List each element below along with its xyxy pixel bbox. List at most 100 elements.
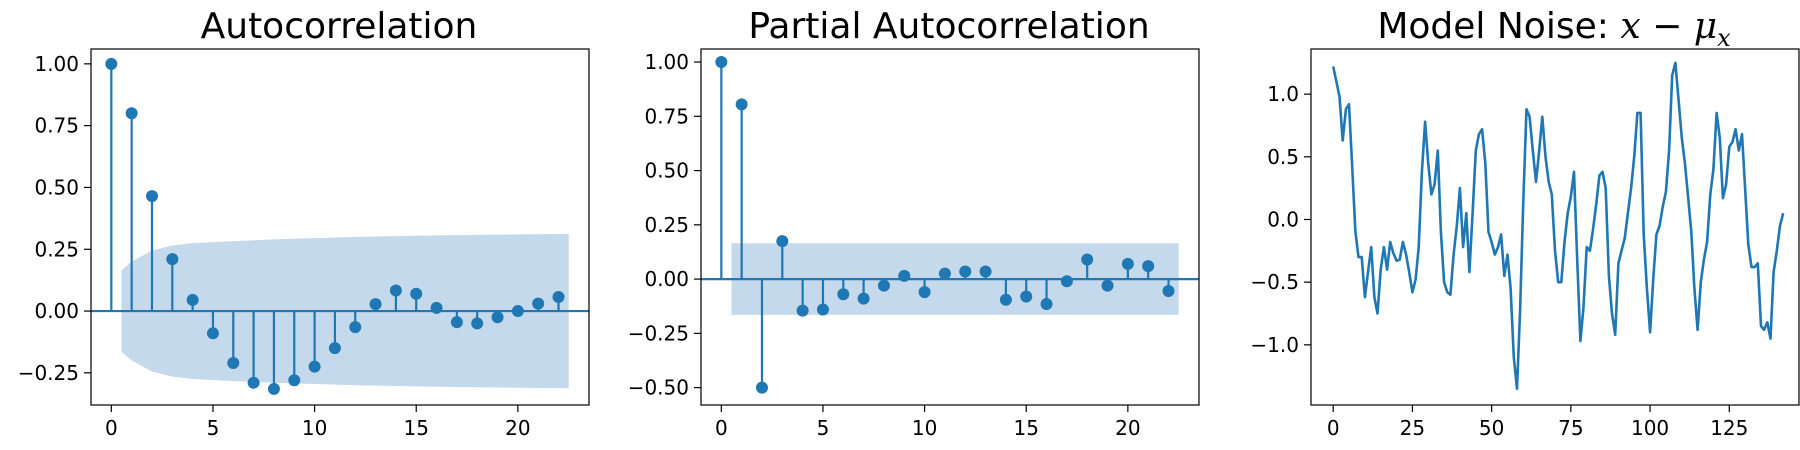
pacf-stem-marker [1162, 285, 1175, 298]
acf-stem-marker [389, 284, 402, 297]
pacf-x-tick-label: 20 [1115, 416, 1140, 440]
acf-stem-marker [206, 327, 219, 340]
acf-x-axis: 0 5 10 15 20 [105, 405, 531, 440]
pacf-stem-marker [755, 381, 768, 394]
acf-stem-marker [186, 293, 199, 306]
pacf-stem-marker [918, 286, 931, 299]
acf-y-tick-label: 0.75 [34, 114, 79, 138]
pacf-stem-marker [1060, 275, 1073, 288]
acf-stem-marker [105, 57, 118, 70]
acf-stem-marker [145, 190, 158, 203]
acf-panel: Autocorrelation 0 5 10 15 20 −0.25 0.00 0.25 0.… [18, 6, 590, 440]
noise-line [1331, 61, 1785, 391]
acf-title: Autocorrelation [201, 6, 478, 47]
noise-x-tick-label: 75 [1558, 416, 1583, 440]
acf-stem-marker [369, 298, 382, 311]
acf-stem-marker [450, 316, 463, 329]
pacf-x-tick-label: 10 [912, 416, 937, 440]
pacf-stem-marker [938, 267, 951, 280]
noise-y-tick-label: 0.5 [1267, 145, 1299, 169]
pacf-stem-marker [816, 303, 829, 316]
pacf-stem-marker [999, 293, 1012, 306]
acf-stem-marker [328, 342, 341, 355]
pacf-y-tick-label: 0.00 [644, 267, 689, 291]
noise-y-axis: −1.0 −0.5 0.0 0.5 1.0 [1250, 82, 1311, 357]
acf-x-tick-label: 0 [105, 416, 118, 440]
acf-stem-marker [552, 290, 565, 303]
pacf-y-tick-label: 0.25 [644, 213, 689, 237]
acf-stem-marker [491, 311, 504, 324]
pacf-stem-marker [735, 98, 748, 111]
pacf-y-axis: −0.50 −0.25 0.00 0.25 0.50 0.75 1.00 [628, 50, 701, 400]
noise-series [1331, 61, 1785, 391]
noise-x-tick-label: 25 [1400, 416, 1425, 440]
pacf-stem-marker [877, 279, 890, 292]
noise-x-axis: 0 25 50 75 100 125 [1327, 405, 1748, 440]
acf-stem-marker [430, 301, 443, 314]
acf-x-tick-label: 15 [403, 416, 428, 440]
noise-x-tick-label: 100 [1631, 416, 1669, 440]
acf-stem-marker [227, 356, 240, 369]
acf-y-axis: −0.25 0.00 0.25 0.50 0.75 1.00 [18, 52, 91, 385]
pacf-stem-marker [1142, 260, 1155, 273]
acf-stem-marker [166, 253, 179, 266]
pacf-y-tick-label: −0.25 [628, 321, 689, 345]
pacf-stem-marker [776, 235, 789, 248]
pacf-stem-marker [1101, 279, 1114, 292]
pacf-y-tick-label: 1.00 [644, 50, 689, 74]
acf-stems [105, 57, 565, 395]
acf-y-tick-label: 0.00 [34, 299, 79, 323]
pacf-panel: Partial Autocorrelation 0 5 10 15 20 −0.50−0… [628, 6, 1200, 440]
acf-stem-marker [125, 107, 138, 120]
acf-stem-marker [511, 305, 524, 318]
pacf-stem-marker [715, 56, 728, 69]
pacf-plot-frame [700, 48, 1200, 406]
pacf-stem-marker [898, 269, 911, 282]
acf-x-tick-label: 5 [207, 416, 220, 440]
acf-stem-marker [471, 317, 484, 330]
acf-stem-marker [532, 297, 545, 310]
acf-y-tick-label: 0.50 [34, 175, 79, 199]
pacf-stem-marker [959, 265, 972, 278]
noise-y-tick-label: 1.0 [1267, 82, 1299, 106]
noise-x-tick-label: 125 [1710, 416, 1748, 440]
pacf-stem-marker [979, 265, 992, 278]
acf-x-tick-label: 10 [302, 416, 327, 440]
acf-x-tick-label: 20 [505, 416, 530, 440]
noise-x-tick-label: 50 [1479, 416, 1504, 440]
acf-stem-marker [267, 382, 280, 395]
acf-stem-marker [247, 376, 260, 389]
acf-y-tick-label: 1.00 [34, 52, 79, 76]
acf-stem-marker [410, 287, 423, 300]
acf-y-tick-label: −0.25 [18, 361, 79, 385]
noise-y-tick-label: −0.5 [1250, 270, 1299, 294]
pacf-stem-marker [1081, 253, 1094, 266]
pacf-y-tick-label: 0.50 [644, 159, 689, 183]
acf-stem-marker [308, 360, 321, 373]
pacf-x-axis: 0 5 10 15 20 [715, 405, 1141, 440]
pacf-stem-marker [857, 292, 870, 305]
pacf-y-tick-label: −0.50 [628, 376, 689, 400]
noise-y-tick-label: 0.0 [1267, 207, 1299, 231]
pacf-x-tick-label: 5 [817, 416, 830, 440]
pacf-title: Partial Autocorrelation [748, 6, 1149, 47]
pacf-y-tick-label: 0.75 [644, 104, 689, 128]
acf-stem-marker [288, 374, 301, 387]
acf-plot-frame [90, 48, 590, 406]
noise-x-tick-label: 0 [1327, 416, 1340, 440]
noise-title: Model Noise: x − μx [1377, 6, 1731, 52]
pacf-stem-marker [796, 304, 809, 317]
pacf-stem-marker [837, 288, 850, 301]
acf-stem-marker [349, 321, 362, 334]
acf-y-tick-label: 0.25 [34, 237, 79, 261]
noise-plot-frame [1310, 48, 1800, 406]
noise-y-tick-label: −1.0 [1250, 333, 1299, 357]
pacf-stem-marker [1040, 298, 1053, 311]
pacf-x-tick-label: 15 [1013, 416, 1038, 440]
pacf-x-tick-label: 0 [715, 416, 728, 440]
pacf-stems [715, 56, 1175, 394]
noise-panel: Model Noise: x − μx 0 25 50 75 100 125 −1.0 −0… [1250, 6, 1800, 440]
pacf-stem-marker [1121, 257, 1134, 270]
pacf-stem-marker [1020, 290, 1033, 303]
